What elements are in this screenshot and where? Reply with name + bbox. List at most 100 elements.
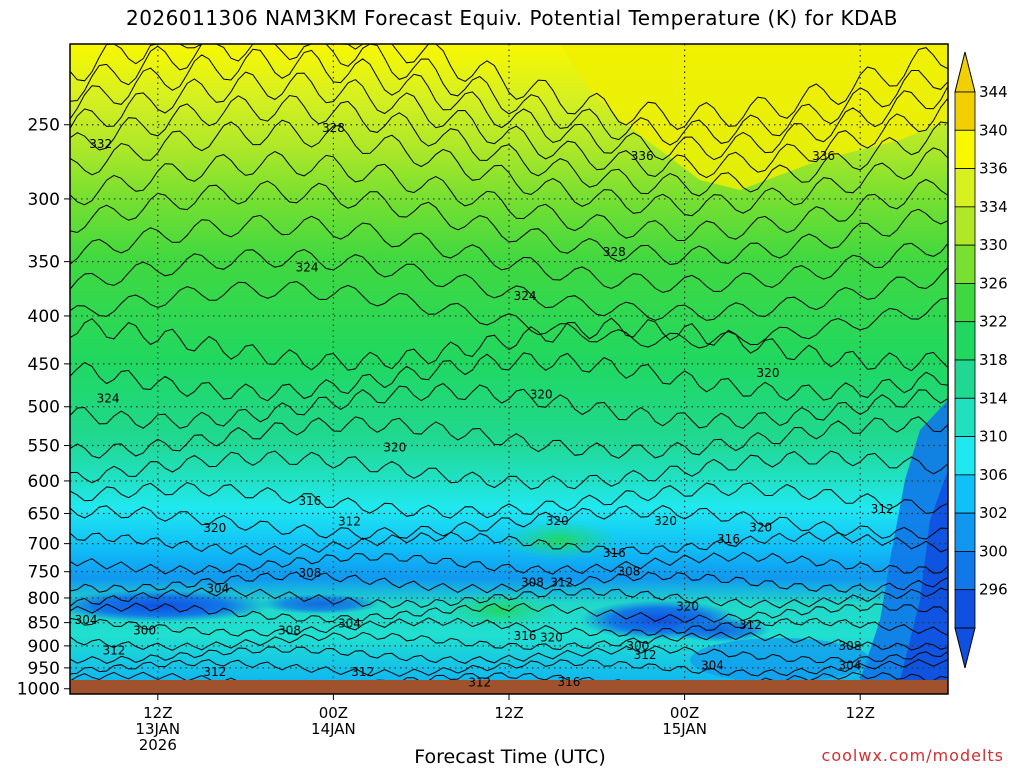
colorbar-label: 330 xyxy=(979,236,1008,254)
contour-label: 332 xyxy=(89,137,112,151)
x-tick-label: 12Z xyxy=(494,704,523,722)
colorbar-swatch xyxy=(954,436,976,476)
contour-label: 312 xyxy=(203,665,226,679)
ground-surface xyxy=(70,680,948,694)
contour-line xyxy=(70,382,948,429)
contour-label: 312 xyxy=(468,676,491,690)
colorbar-label: 300 xyxy=(979,542,1008,560)
colorbar-label: 314 xyxy=(979,389,1008,407)
colorbar-label: 306 xyxy=(979,466,1008,484)
contour-label: 308 xyxy=(299,566,322,580)
x-axis-title: Forecast Time (UTC) xyxy=(414,746,606,768)
x-tick-label: 15JAN xyxy=(662,720,707,738)
colorbar-label: 340 xyxy=(979,121,1008,139)
contour-label: 320 xyxy=(540,631,563,645)
contour-line xyxy=(70,71,948,179)
colorbar-swatch xyxy=(954,359,976,399)
contour-label: 308 xyxy=(618,565,641,579)
x-tick-label: 12Z xyxy=(846,704,875,722)
colorbar-label: 334 xyxy=(979,198,1008,216)
contour-line xyxy=(70,150,948,241)
x-tick-label: 00Z xyxy=(319,704,348,722)
contour-line xyxy=(70,317,948,372)
colorbar-bottom-arrow xyxy=(954,627,976,669)
contour-label: 308 xyxy=(521,575,544,589)
y-axis: 250 300 350 400 450 500 550 600 650 700 750 800 850 9… xyxy=(17,116,70,700)
contour-line xyxy=(70,44,948,130)
contour-label: 328 xyxy=(603,245,626,259)
contour-label: 316 xyxy=(603,546,626,560)
contour-label: 324 xyxy=(296,260,319,274)
contour-label: 336 xyxy=(631,149,654,163)
y-tick-label: 300 xyxy=(28,190,60,210)
colorbar-label: 310 xyxy=(979,428,1008,446)
colorbar-swatch xyxy=(954,206,976,246)
y-tick-label: 850 xyxy=(28,614,60,634)
chart-title: 2026011306 NAM3KM Forecast Equiv. Potent… xyxy=(125,6,899,30)
y-tick-label: 500 xyxy=(28,398,60,418)
contour-label: 312 xyxy=(871,502,894,516)
x-tick-label: 2026 xyxy=(139,736,177,754)
colorbar-swatch xyxy=(954,321,976,361)
contour-label: 320 xyxy=(676,600,699,614)
contour-label: 320 xyxy=(749,521,772,535)
x-tick-label: 13JAN xyxy=(135,720,180,738)
contour-line xyxy=(70,416,948,459)
contour-label: 304 xyxy=(206,582,229,596)
contour-label: 324 xyxy=(97,392,120,406)
y-tick-label: 950 xyxy=(28,659,60,679)
contour-label: 316 xyxy=(717,532,740,546)
contour-label: 320 xyxy=(654,514,677,528)
colorbar-label: 326 xyxy=(979,274,1008,292)
y-tick-label: 650 xyxy=(28,504,60,524)
contour-label: 324 xyxy=(514,289,537,303)
contour-line xyxy=(70,551,948,575)
y-tick-label: 400 xyxy=(28,307,60,327)
colorbar: 344 340 336 334 330 326 322 318 314 310 306 302 300 2… xyxy=(954,51,1008,669)
contour-label: 308 xyxy=(278,624,301,638)
contour-line xyxy=(70,44,948,146)
x-tick-label: 14JAN xyxy=(311,720,356,738)
y-tick-label: 800 xyxy=(28,589,60,609)
contour-label: 308 xyxy=(839,639,862,653)
contour-label: 304 xyxy=(338,617,361,631)
colorbar-swatch xyxy=(954,91,976,131)
contour-label: 312 xyxy=(550,575,573,589)
contour-line xyxy=(70,617,948,637)
contour-label: 312 xyxy=(634,648,657,662)
contour-line xyxy=(70,531,948,556)
contour-label: 320 xyxy=(757,366,780,380)
y-tick-label: 700 xyxy=(28,535,60,555)
contour-label: 300 xyxy=(133,624,156,638)
y-tick-label: 550 xyxy=(28,437,60,457)
contour-label: 316 xyxy=(558,675,581,689)
contour-label: 312 xyxy=(739,618,762,632)
contour-line xyxy=(70,248,948,321)
contour-line xyxy=(70,631,948,651)
y-tick-label: 450 xyxy=(28,355,60,375)
pressure-gridlines xyxy=(70,44,948,694)
colorbar-label: 302 xyxy=(979,504,1008,522)
colorbar-swatch xyxy=(954,474,976,514)
contour-line xyxy=(70,119,948,217)
colorbar-swatch xyxy=(954,283,976,323)
contour-label: 320 xyxy=(383,441,406,455)
contour-label: 316 xyxy=(299,494,322,508)
colorbar-label: 336 xyxy=(979,160,1008,178)
contour-label: 336 xyxy=(812,149,835,163)
contour-label: 320 xyxy=(546,514,569,528)
contour-label: 304 xyxy=(839,659,862,673)
colorbar-label: 322 xyxy=(979,313,1008,331)
colorbar-swatch xyxy=(954,512,976,552)
colorbar-swatch xyxy=(954,168,976,208)
contour-line xyxy=(70,48,948,161)
colorbar-swatch xyxy=(954,244,976,284)
contour-label: 312 xyxy=(338,515,361,529)
contour-line xyxy=(70,450,948,490)
colorbar-swatch xyxy=(954,397,976,437)
contour-label: 320 xyxy=(203,521,226,535)
contour-label: 304 xyxy=(701,659,724,673)
contour-label: 304 xyxy=(75,613,98,627)
x-tick-label: 00Z xyxy=(670,704,699,722)
